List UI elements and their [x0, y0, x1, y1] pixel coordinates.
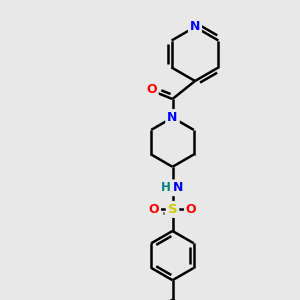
- Text: H: H: [161, 181, 171, 194]
- Text: N: N: [190, 20, 200, 34]
- Text: N: N: [167, 111, 178, 124]
- Text: O: O: [146, 82, 157, 96]
- Text: N: N: [167, 111, 178, 124]
- Text: N: N: [173, 181, 183, 194]
- Text: O: O: [186, 203, 196, 216]
- Text: S: S: [168, 203, 177, 216]
- Text: O: O: [148, 203, 159, 216]
